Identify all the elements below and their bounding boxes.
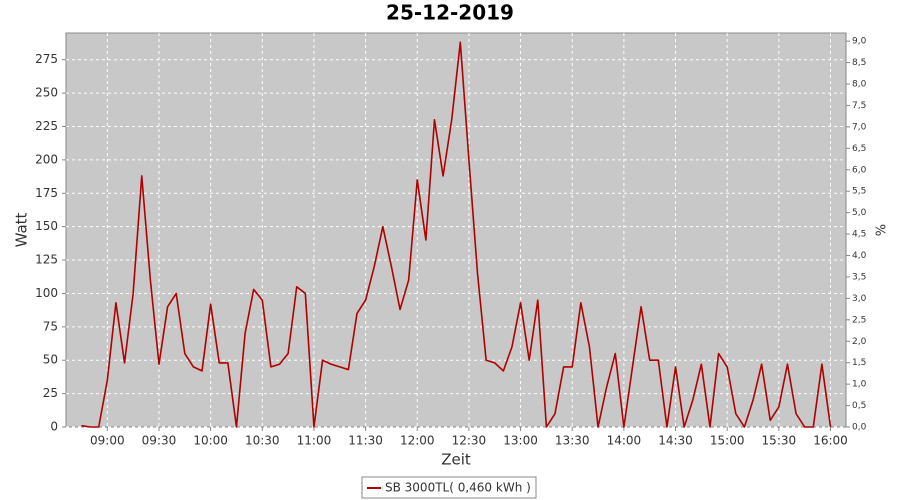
y-tick-label: 50 <box>43 353 58 367</box>
y-tick-label: 175 <box>35 186 58 200</box>
y2-tick-label: 7,0 <box>852 122 867 132</box>
x-tick-label: 11:00 <box>297 434 332 448</box>
x-tick-label: 10:30 <box>245 434 280 448</box>
y-tick-label: 275 <box>35 52 58 66</box>
x-tick-label: 15:00 <box>710 434 745 448</box>
y-axis-label: Watt <box>13 212 31 247</box>
x-tick-label: 10:00 <box>193 434 228 448</box>
y2-tick-label: 4,0 <box>852 251 867 261</box>
y2-tick-label: 9,0 <box>852 37 867 47</box>
y-tick-label: 25 <box>43 386 58 400</box>
y-tick-label: 0 <box>50 420 58 434</box>
x-tick-label: 12:30 <box>452 434 487 448</box>
y2-tick-label: 5,5 <box>852 187 866 197</box>
x-axis-label: Zeit <box>441 451 471 469</box>
x-tick-label: 16:00 <box>813 434 848 448</box>
x-tick-label: 09:30 <box>142 434 177 448</box>
y2-axis-label: % <box>875 224 890 236</box>
y2-tick-label: 0,5 <box>852 401 866 411</box>
plot-area <box>65 32 847 428</box>
y2-tick-label: 2,0 <box>852 337 867 347</box>
y2-tick-label: 0,0 <box>852 423 867 433</box>
y-tick-label: 150 <box>35 219 58 233</box>
y-tick-label: 75 <box>43 319 58 333</box>
y-tick-label: 125 <box>35 253 58 267</box>
x-tick-label: 15:30 <box>762 434 797 448</box>
y-tick-label: 250 <box>35 86 58 100</box>
legend-label: SB 3000TL( 0,460 kWh ) <box>385 481 531 495</box>
y2-tick-label: 8,5 <box>852 58 866 68</box>
y2-tick-label: 2,5 <box>852 315 866 325</box>
y2-tick-label: 7,5 <box>852 101 866 111</box>
y2-tick-label: 5,0 <box>852 208 867 218</box>
y2-tick-label: 8,0 <box>852 80 867 90</box>
series-line <box>81 41 832 428</box>
y2-tick-label: 6,5 <box>852 144 866 154</box>
legend <box>361 476 537 499</box>
y2-tick-label: 3,5 <box>852 272 866 282</box>
x-tick-label: 13:00 <box>503 434 538 448</box>
chart-title: 25-12-2019 <box>386 1 514 25</box>
x-tick-label: 09:00 <box>90 434 125 448</box>
y2-tick-label: 3,0 <box>852 294 867 304</box>
y2-tick-label: 1,5 <box>852 358 866 368</box>
y-tick-label: 200 <box>35 152 58 166</box>
x-tick-label: 13:30 <box>555 434 590 448</box>
y-tick-label: 225 <box>35 119 58 133</box>
y2-tick-label: 1,0 <box>852 380 867 390</box>
x-tick-label: 14:30 <box>658 434 693 448</box>
x-tick-label: 12:00 <box>400 434 435 448</box>
y-tick-label: 100 <box>35 286 58 300</box>
x-tick-label: 14:00 <box>607 434 642 448</box>
y2-tick-label: 4,5 <box>852 230 866 240</box>
x-tick-label: 11:30 <box>348 434 383 448</box>
y2-tick-label: 6,0 <box>852 165 867 175</box>
